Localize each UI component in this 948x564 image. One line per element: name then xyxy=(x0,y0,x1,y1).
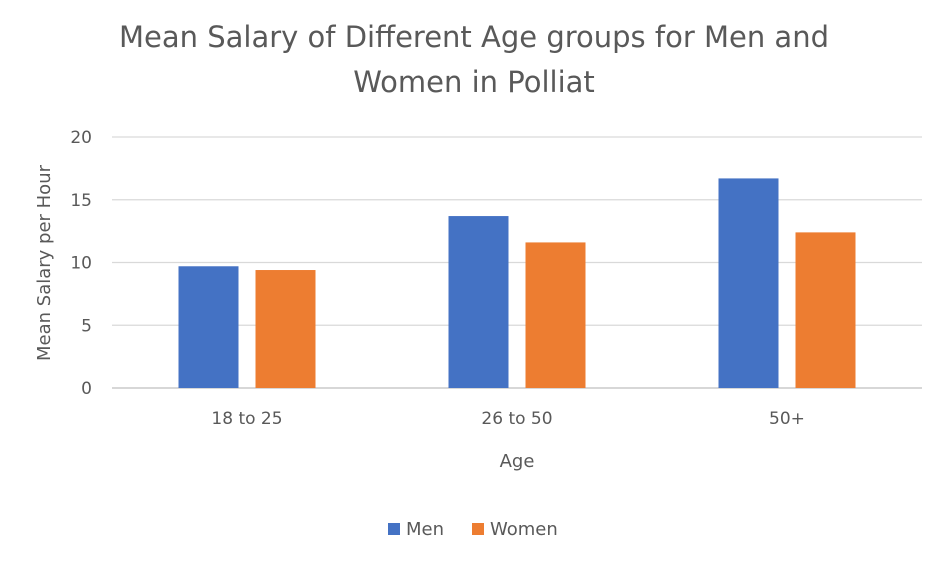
y-tick-label: 0 xyxy=(81,379,92,399)
y-tick-label: 20 xyxy=(70,128,92,148)
y-tick-label: 5 xyxy=(81,316,92,336)
y-axis-label: Mean Salary per Hour xyxy=(34,164,55,361)
x-axis-label: Age xyxy=(500,451,535,472)
x-axis-ticks: 18 to 25 26 to 50 50+ xyxy=(211,409,805,429)
bar-men-2 xyxy=(718,178,779,388)
gridlines xyxy=(112,136,922,389)
bar-women-2 xyxy=(795,232,856,388)
x-tick-label: 50+ xyxy=(769,409,805,429)
legend-label-men: Men xyxy=(406,519,444,540)
y-axis-ticks: 0 5 10 15 20 xyxy=(70,128,92,399)
bar-men-0 xyxy=(178,266,239,388)
legend-swatch-women xyxy=(472,523,484,535)
legend: Men Women xyxy=(388,519,558,540)
x-tick-label: 18 to 25 xyxy=(211,409,282,429)
y-tick-label: 15 xyxy=(70,191,92,211)
bars xyxy=(178,178,856,388)
bar-women-1 xyxy=(525,242,586,388)
chart-title-line-1: Mean Salary of Different Age groups for … xyxy=(119,20,829,54)
bar-women-0 xyxy=(255,270,316,388)
x-tick-label: 26 to 50 xyxy=(481,409,552,429)
legend-label-women: Women xyxy=(490,519,558,540)
chart-title-line-2: Women in Polliat xyxy=(353,65,595,99)
legend-swatch-men xyxy=(388,523,400,535)
y-tick-label: 10 xyxy=(70,254,92,274)
bar-men-1 xyxy=(448,216,509,388)
